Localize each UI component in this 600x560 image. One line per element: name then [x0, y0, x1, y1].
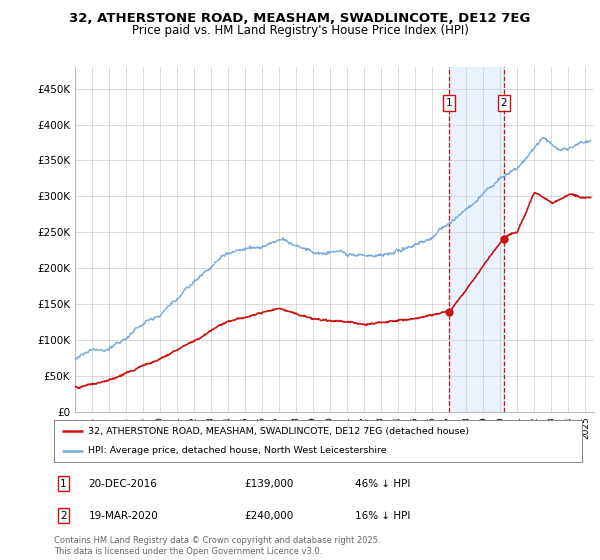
Text: 1: 1	[60, 479, 67, 489]
Text: 32, ATHERSTONE ROAD, MEASHAM, SWADLINCOTE, DE12 7EG: 32, ATHERSTONE ROAD, MEASHAM, SWADLINCOT…	[70, 12, 530, 25]
Text: 16% ↓ HPI: 16% ↓ HPI	[355, 511, 410, 521]
Text: 2: 2	[500, 98, 507, 108]
Text: £139,000: £139,000	[244, 479, 293, 489]
Text: 1: 1	[446, 98, 452, 108]
Text: Contains HM Land Registry data © Crown copyright and database right 2025.
This d: Contains HM Land Registry data © Crown c…	[54, 536, 380, 556]
Text: 19-MAR-2020: 19-MAR-2020	[88, 511, 158, 521]
Text: £240,000: £240,000	[244, 511, 293, 521]
Bar	[449, 67, 504, 412]
Text: 20-DEC-2016: 20-DEC-2016	[88, 479, 157, 489]
Text: 2: 2	[60, 511, 67, 521]
Text: Price paid vs. HM Land Registry's House Price Index (HPI): Price paid vs. HM Land Registry's House …	[131, 24, 469, 36]
Text: 46% ↓ HPI: 46% ↓ HPI	[355, 479, 410, 489]
Text: 32, ATHERSTONE ROAD, MEASHAM, SWADLINCOTE, DE12 7EG (detached house): 32, ATHERSTONE ROAD, MEASHAM, SWADLINCOT…	[88, 427, 469, 436]
Text: HPI: Average price, detached house, North West Leicestershire: HPI: Average price, detached house, Nort…	[88, 446, 387, 455]
